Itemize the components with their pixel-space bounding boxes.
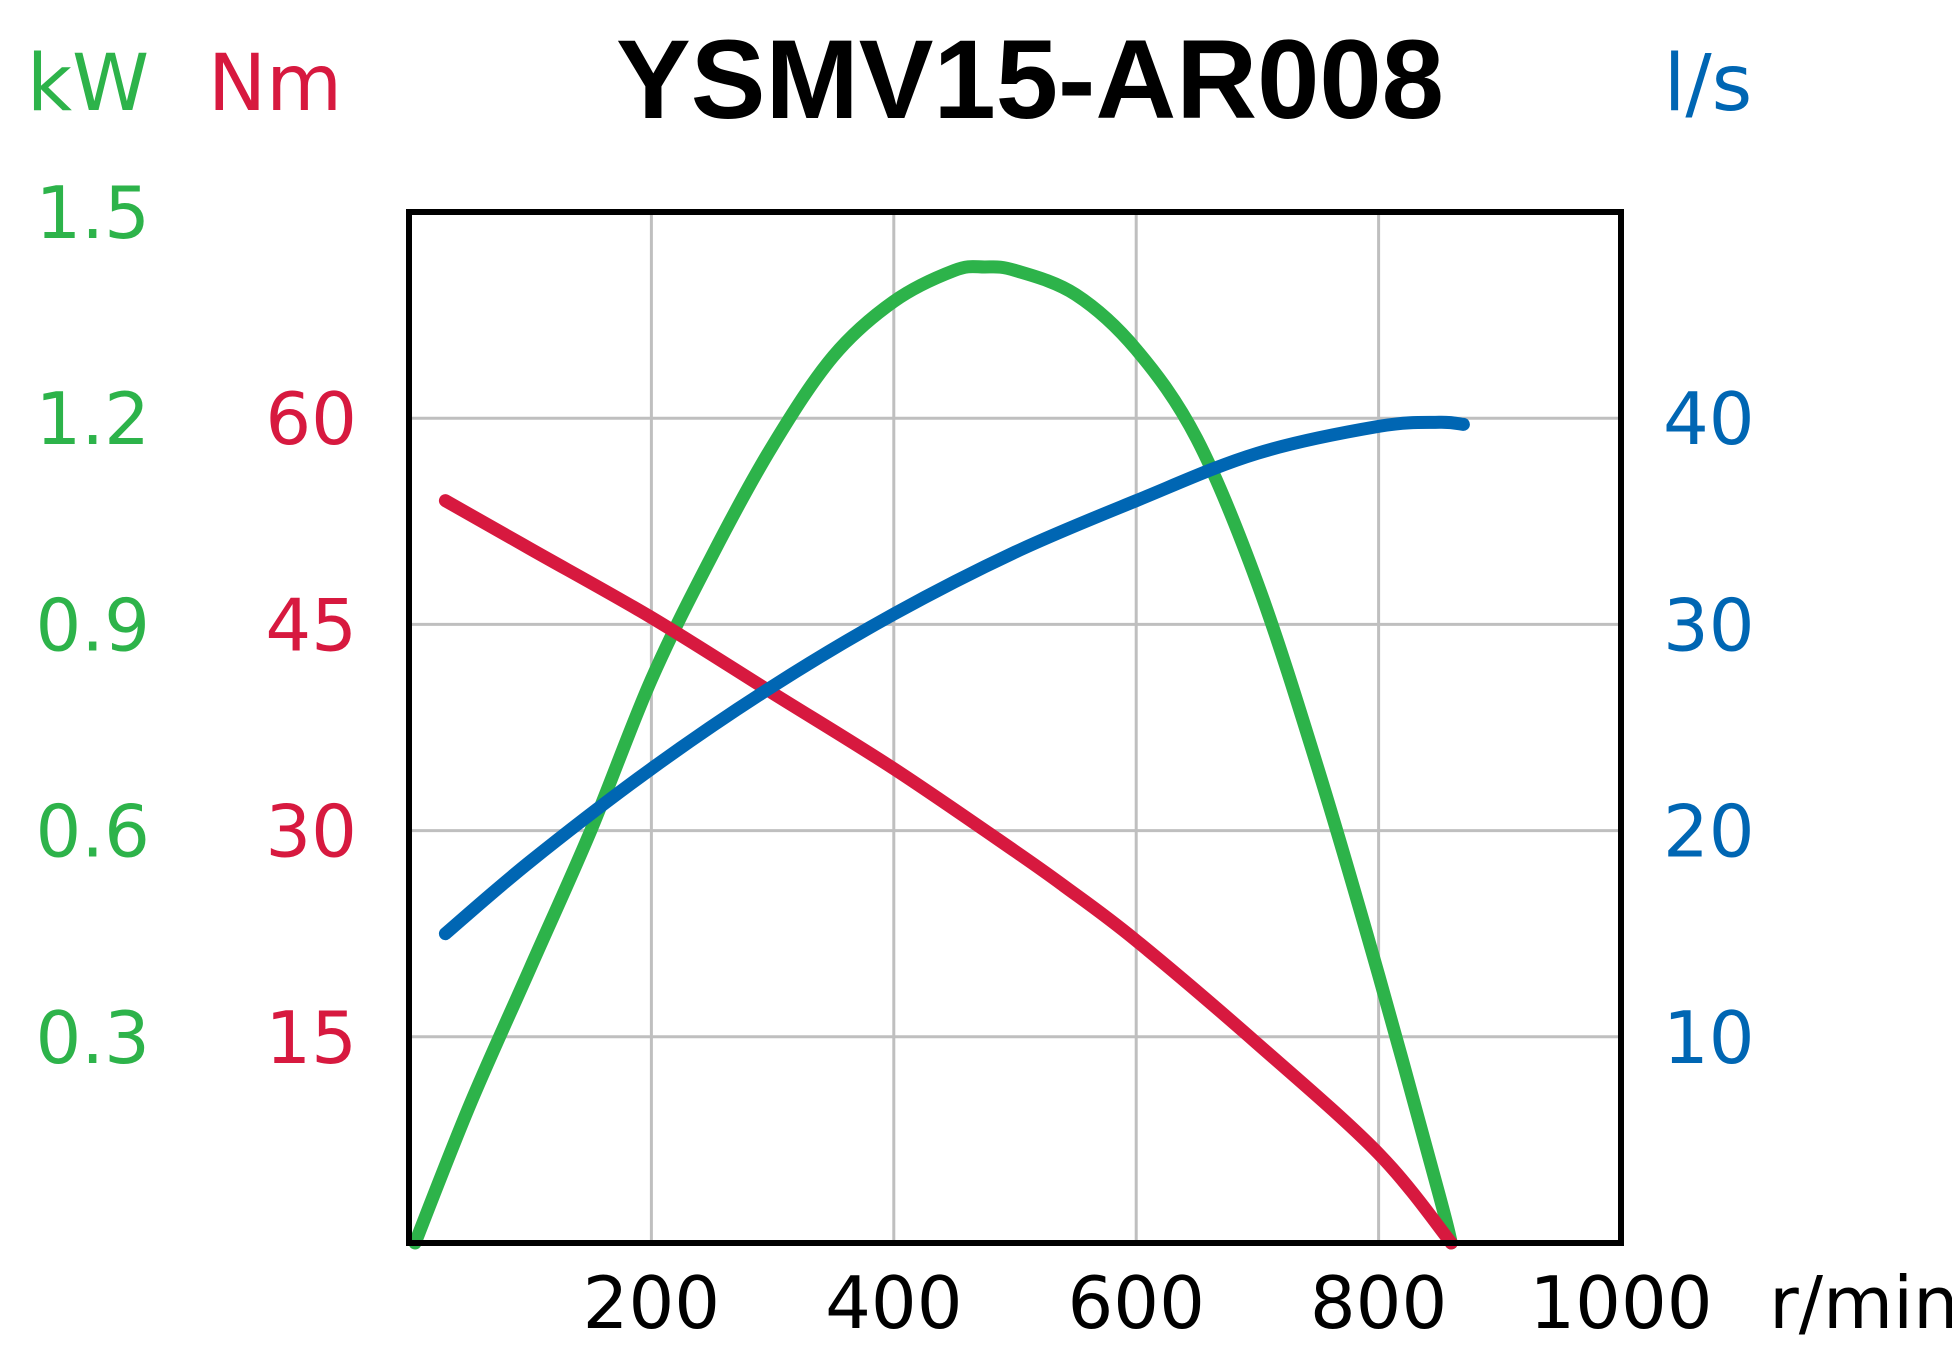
x-tick-label: 1000 — [1529, 1261, 1712, 1345]
x-axis-unit: r/min — [1769, 1261, 1952, 1345]
torque-tick-label: 30 — [265, 790, 357, 874]
airflow-curve — [438, 415, 1470, 941]
airflow-tick-label: 10 — [1663, 996, 1755, 1080]
plot-frame — [406, 209, 1624, 1246]
torque-curve — [438, 494, 1458, 1250]
airflow-axis-unit: l/s — [1664, 39, 1753, 129]
torque-axis-ticks: 15 30 45 60 — [265, 377, 357, 1080]
torque-tick-label: 60 — [265, 377, 357, 461]
torque-tick-label: 15 — [265, 996, 357, 1080]
power-tick-label: 0.9 — [35, 583, 150, 667]
airflow-axis-ticks: 10 20 30 40 — [1663, 377, 1755, 1080]
torque-tick-label: 45 — [265, 583, 357, 667]
airflow-tick-label: 30 — [1663, 583, 1755, 667]
airflow-tick-label: 40 — [1663, 377, 1755, 461]
x-axis-ticks: 200 400 600 800 1000 — [583, 1261, 1713, 1345]
plot-curves — [408, 260, 1470, 1250]
power-tick-label: 0.6 — [35, 790, 150, 874]
plot-grid — [409, 212, 1621, 1243]
x-tick-label: 600 — [1067, 1261, 1204, 1345]
airflow-tick-label: 20 — [1663, 790, 1755, 874]
x-tick-label: 400 — [825, 1261, 962, 1345]
x-tick-label: 800 — [1310, 1261, 1447, 1345]
power-tick-label: 1.2 — [35, 377, 150, 461]
torque-axis-unit: Nm — [208, 39, 342, 129]
x-tick-label: 200 — [583, 1261, 720, 1345]
power-curve — [408, 260, 1458, 1250]
power-axis-ticks: 0.3 0.6 0.9 1.2 1.5 — [35, 171, 150, 1080]
power-tick-label: 0.3 — [35, 996, 150, 1080]
power-axis-unit: kW — [27, 39, 149, 129]
power-tick-label: 1.5 — [35, 171, 150, 255]
chart-title: YSMV15-AR008 — [616, 17, 1444, 142]
